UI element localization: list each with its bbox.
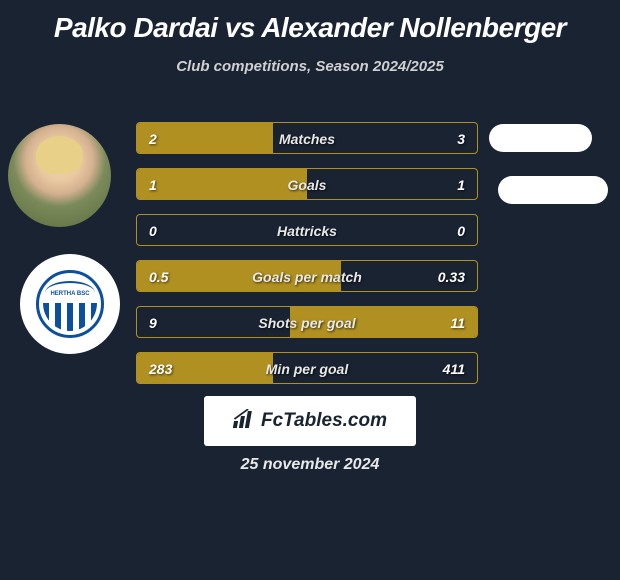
stat-row: 911Shots per goal: [136, 306, 478, 338]
brand-icon: [231, 409, 257, 434]
stat-row: 0.50.33Goals per match: [136, 260, 478, 292]
team1-logo-text: HERTHA BSC: [39, 291, 101, 297]
brand-text: FcTables.com: [261, 410, 387, 432]
page-subtitle: Club competitions, Season 2024/2025: [0, 58, 620, 75]
stat-label: Min per goal: [137, 353, 477, 384]
date-text: 25 november 2024: [0, 456, 620, 474]
stat-label: Matches: [137, 123, 477, 154]
stat-row: 00Hattricks: [136, 214, 478, 246]
team1-logo-inner: HERTHA BSC: [36, 270, 104, 338]
brand-box: FcTables.com: [204, 396, 416, 446]
player2-photo: [489, 124, 592, 152]
stat-row: 283411Min per goal: [136, 352, 478, 384]
stat-row: 23Matches: [136, 122, 478, 154]
stat-label: Goals: [137, 169, 477, 200]
stat-label: Hattricks: [137, 215, 477, 246]
team1-logo: HERTHA BSC: [20, 254, 120, 354]
stat-label: Goals per match: [137, 261, 477, 292]
player2-shirt: [498, 176, 608, 204]
stats-chart: 23Matches 11Goals 00Hattricks 0.50.33Goals …: [136, 122, 478, 398]
player1-photo: [8, 124, 111, 227]
page-title: Palko Dardai vs Alexander Nollenberger: [0, 0, 620, 44]
stat-row: 11Goals: [136, 168, 478, 200]
stat-label: Shots per goal: [137, 307, 477, 338]
